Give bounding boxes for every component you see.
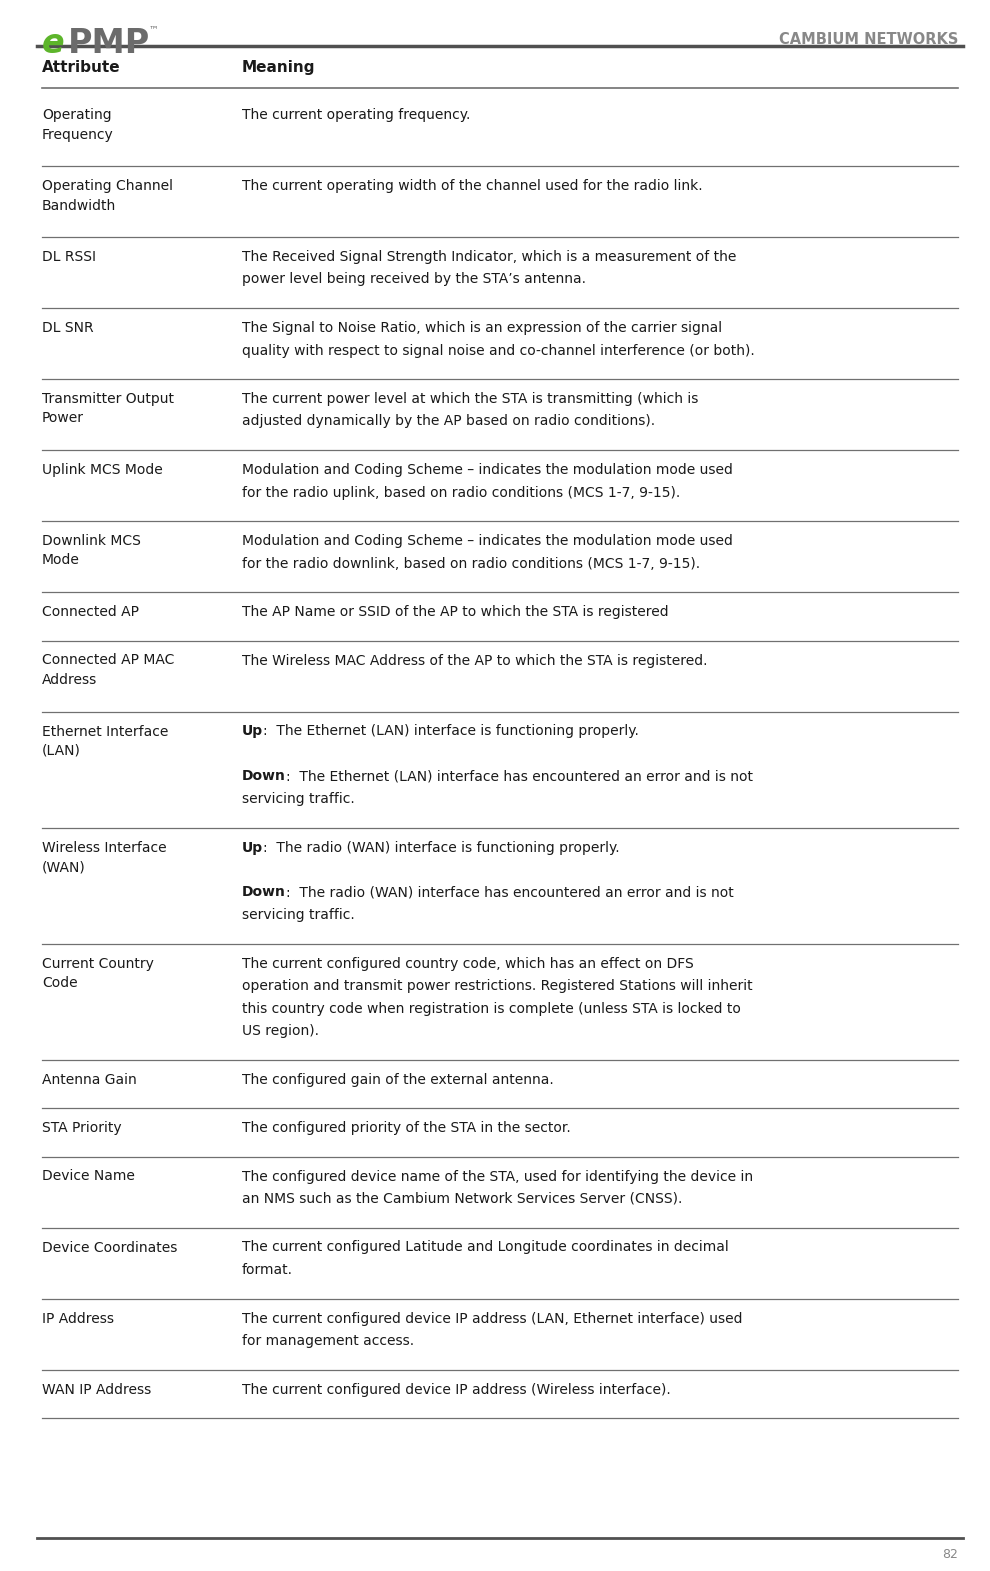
Text: IP Address: IP Address [42,1312,114,1326]
Text: The current configured Latitude and Longitude coordinates in decimal: The current configured Latitude and Long… [242,1241,729,1255]
Text: Attribute: Attribute [42,60,121,75]
Text: Down: Down [242,886,286,900]
Text: Up: Up [242,840,263,855]
Text: Device Name: Device Name [42,1169,135,1183]
Text: Uplink MCS Mode: Uplink MCS Mode [42,463,162,478]
Text: quality with respect to signal noise and co-channel interference (or both).: quality with respect to signal noise and… [242,344,754,358]
Text: e: e [42,27,64,60]
Text: servicing traffic.: servicing traffic. [242,792,354,806]
Text: The Received Signal Strength Indicator, which is a measurement of the: The Received Signal Strength Indicator, … [242,250,737,264]
Text: The current configured device IP address (Wireless interface).: The current configured device IP address… [242,1382,675,1397]
Text: :  The Ethernet (LAN) interface has encountered an error and is not: : The Ethernet (LAN) interface has encou… [286,770,752,784]
Text: for the radio uplink, based on radio conditions (MCS 1-7, 9-15).: for the radio uplink, based on radio con… [242,485,680,500]
Text: for management access.: for management access. [242,1334,414,1348]
Text: WAN IP Address: WAN IP Address [42,1382,151,1397]
Text: 82: 82 [942,1547,958,1562]
Text: The current operating frequency.: The current operating frequency. [242,108,470,123]
Text: The current operating width of the channel used for the radio link.: The current operating width of the chann… [242,179,703,193]
Text: Downlink MCS
Mode: Downlink MCS Mode [42,534,141,567]
Text: The configured priority of the STA in the sector.: The configured priority of the STA in th… [242,1122,571,1134]
Text: Connected AP: Connected AP [42,605,139,619]
Text: CAMBIUM NETWORKS: CAMBIUM NETWORKS [778,31,958,47]
Text: STA Priority: STA Priority [42,1122,122,1134]
Text: operation and transmit power restrictions. Registered Stations will inherit: operation and transmit power restriction… [242,979,752,993]
Text: Current Country
Code: Current Country Code [42,957,153,990]
Text: servicing traffic.: servicing traffic. [242,908,354,922]
Text: Modulation and Coding Scheme – indicates the modulation mode used: Modulation and Coding Scheme – indicates… [242,463,733,478]
Text: Meaning: Meaning [242,60,316,75]
Text: The Wireless MAC Address of the AP to which the STA is registered.: The Wireless MAC Address of the AP to wh… [242,654,708,668]
Text: this country code when registration is complete (unless STA is locked to: this country code when registration is c… [242,1001,741,1015]
Text: Up: Up [242,724,263,738]
Text: adjusted dynamically by the AP based on radio conditions).: adjusted dynamically by the AP based on … [242,415,655,429]
Text: Device Coordinates: Device Coordinates [42,1241,177,1255]
Text: DL SNR: DL SNR [42,320,94,335]
Text: :  The radio (WAN) interface has encountered an error and is not: : The radio (WAN) interface has encounte… [286,886,734,900]
Text: ™: ™ [149,24,158,35]
Text: The Signal to Noise Ratio, which is an expression of the carrier signal: The Signal to Noise Ratio, which is an e… [242,320,722,335]
Text: The current configured device IP address (LAN, Ethernet interface) used: The current configured device IP address… [242,1312,742,1326]
Text: Ethernet Interface
(LAN): Ethernet Interface (LAN) [42,724,168,757]
Text: Transmitter Output
Power: Transmitter Output Power [42,393,174,426]
Text: PMP: PMP [68,27,150,60]
Text: Operating Channel
Bandwidth: Operating Channel Bandwidth [42,179,173,212]
Text: format.: format. [242,1263,293,1277]
Text: Down: Down [242,770,286,784]
Text: :  The Ethernet (LAN) interface is functioning properly.: : The Ethernet (LAN) interface is functi… [263,724,639,738]
Text: an NMS such as the Cambium Network Services Server (CNSS).: an NMS such as the Cambium Network Servi… [242,1192,682,1207]
Text: US region).: US region). [242,1024,319,1038]
Text: :  The radio (WAN) interface is functioning properly.: : The radio (WAN) interface is functioni… [263,840,620,855]
Text: The configured gain of the external antenna.: The configured gain of the external ante… [242,1073,553,1087]
Text: Modulation and Coding Scheme – indicates the modulation mode used: Modulation and Coding Scheme – indicates… [242,534,733,548]
Text: for the radio downlink, based on radio conditions (MCS 1-7, 9-15).: for the radio downlink, based on radio c… [242,556,700,570]
Text: The current power level at which the STA is transmitting (which is: The current power level at which the STA… [242,393,698,405]
Text: Antenna Gain: Antenna Gain [42,1073,137,1087]
Text: power level being received by the STA’s antenna.: power level being received by the STA’s … [242,272,586,286]
Text: Wireless Interface
(WAN): Wireless Interface (WAN) [42,840,166,873]
Text: DL RSSI: DL RSSI [42,250,96,264]
Text: Operating
Frequency: Operating Frequency [42,108,114,141]
Text: Connected AP MAC
Address: Connected AP MAC Address [42,654,174,687]
Text: The configured device name of the STA, used for identifying the device in: The configured device name of the STA, u… [242,1169,753,1183]
Text: The current configured country code, which has an effect on DFS: The current configured country code, whi… [242,957,694,971]
Text: The AP Name or SSID of the AP to which the STA is registered: The AP Name or SSID of the AP to which t… [242,605,668,619]
